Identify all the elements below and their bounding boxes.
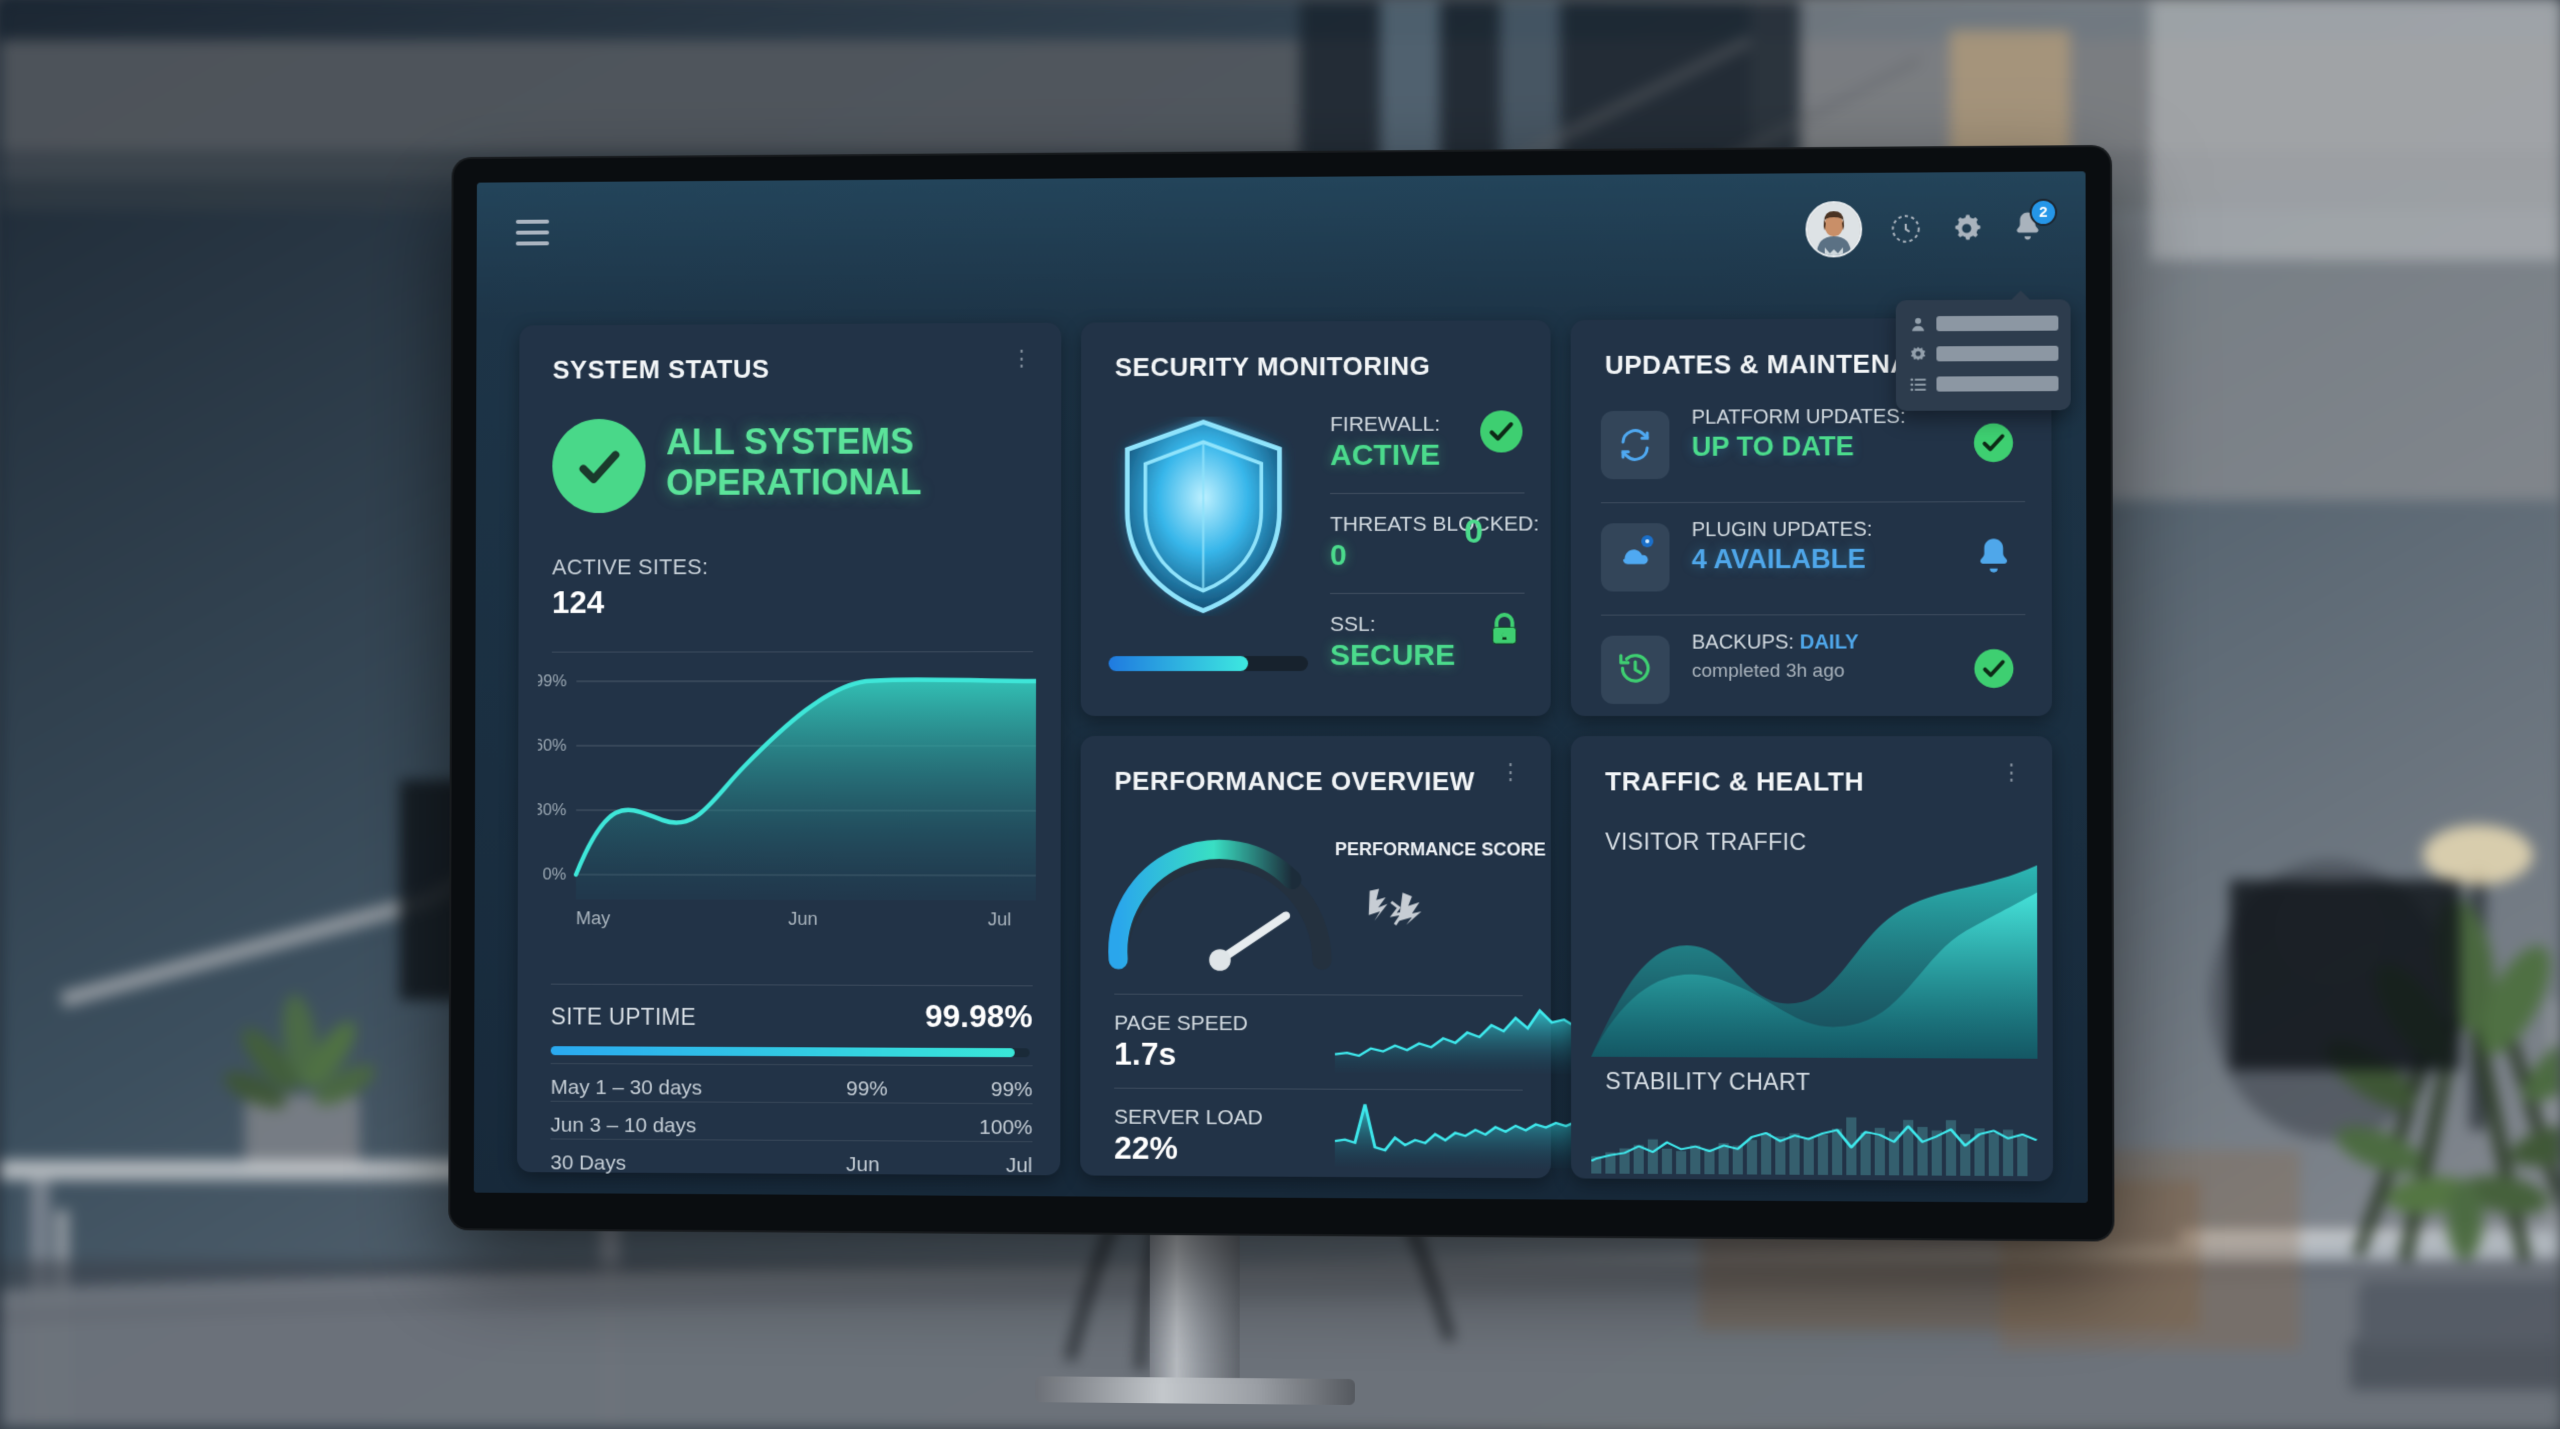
svg-text:0%: 0% xyxy=(543,864,567,883)
svg-text:Jun: Jun xyxy=(788,908,818,929)
svg-text:60%: 60% xyxy=(537,735,567,754)
svg-text:30%: 30% xyxy=(537,800,567,819)
svg-text:99%: 99% xyxy=(537,671,567,690)
svg-text:Jul: Jul xyxy=(988,908,1012,929)
svg-text:May: May xyxy=(576,907,611,928)
